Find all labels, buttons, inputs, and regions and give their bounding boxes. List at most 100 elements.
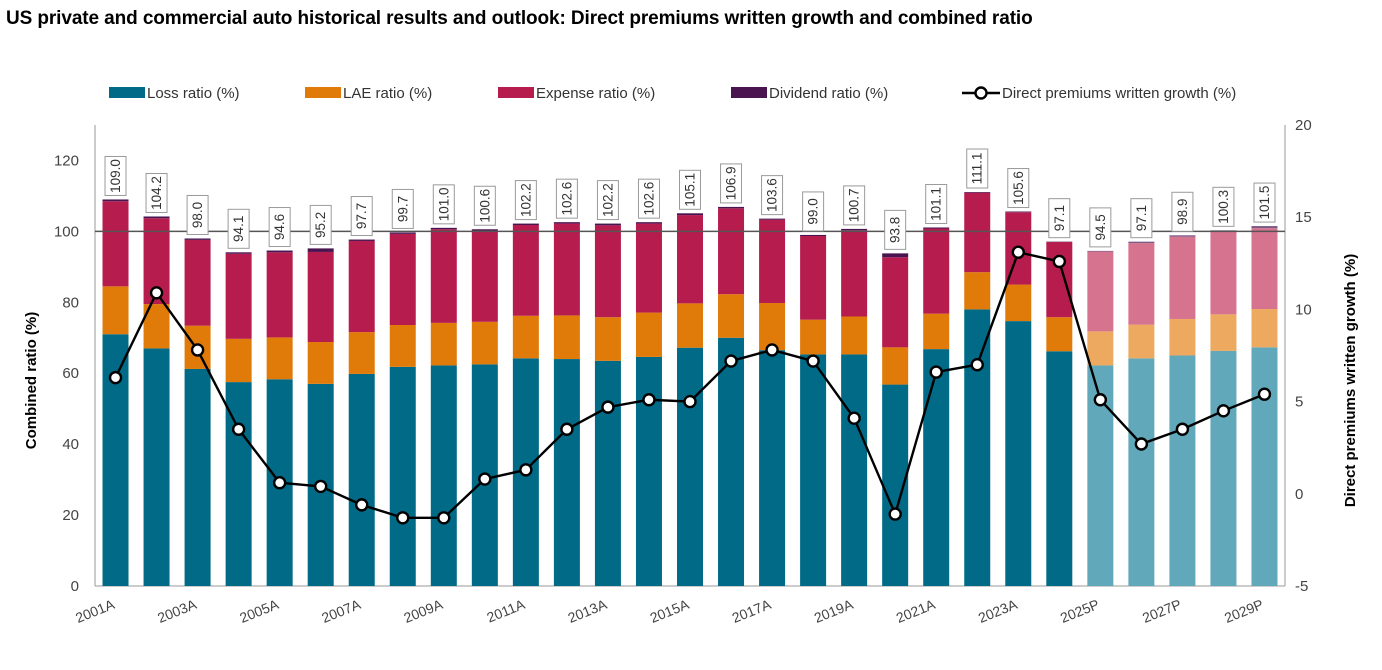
dividend-ratio-bar	[1251, 226, 1278, 229]
y2-tick-label: 10	[1295, 301, 1312, 318]
legend-label-expense: Expense ratio (%)	[536, 85, 655, 102]
x-tick-label: 2009A	[401, 596, 445, 626]
total-label-text: 102.2	[518, 183, 533, 217]
total-label-text: 94.1	[231, 216, 246, 242]
y-tick-label: 0	[71, 578, 79, 595]
total-label-text: 104.2	[149, 176, 164, 210]
x-tick-label: 2019A	[812, 596, 856, 626]
total-label: 94.1	[227, 208, 250, 249]
growth-point	[355, 498, 369, 512]
lae-ratio-bar	[1128, 324, 1155, 359]
total-label-text: 101.0	[436, 187, 451, 221]
total-label: 97.1	[1048, 198, 1071, 239]
dividend-ratio-bar	[841, 228, 868, 231]
total-label-text: 106.9	[724, 167, 739, 201]
lae-ratio-bar	[594, 317, 621, 361]
dividend-ratio-bar	[471, 229, 498, 231]
loss-ratio-bar	[594, 360, 621, 586]
expense-ratio-bar	[841, 230, 868, 317]
growth-point	[313, 479, 328, 494]
expense-ratio-bar	[1169, 236, 1196, 319]
y2-tick-label: -5	[1295, 578, 1308, 595]
lae-ratio-bar	[389, 325, 416, 367]
total-label-text: 98.9	[1175, 199, 1190, 225]
growth-point	[108, 370, 123, 385]
dividend-ratio-bar	[594, 223, 621, 226]
total-label-text: 97.1	[1052, 205, 1067, 231]
lae-ratio-bar	[841, 316, 868, 355]
growth-point	[847, 411, 861, 425]
total-label: 97.7	[350, 196, 373, 237]
dividend-ratio-bar	[1169, 235, 1196, 237]
lae-ratio-bar	[1210, 314, 1237, 351]
legend-swatch-growth-marker	[974, 86, 988, 100]
total-label-box	[555, 178, 578, 219]
growth-point	[437, 511, 451, 525]
total-label-text: 97.1	[1134, 205, 1149, 231]
growth-point	[601, 400, 615, 414]
growth-point	[1257, 387, 1272, 401]
lae-ratio-bar	[800, 319, 827, 355]
dividend-ratio-bar	[923, 227, 950, 229]
dividend-ratio-bar	[389, 232, 416, 234]
total-label-text: 103.6	[765, 178, 780, 212]
lae-ratio-bar	[348, 332, 375, 374]
loss-ratio-bar	[718, 337, 745, 586]
total-label-box	[843, 185, 866, 226]
growth-point	[519, 463, 533, 477]
y-tick-label: 60	[62, 365, 79, 382]
expense-ratio-bar	[718, 208, 745, 295]
loss-ratio-bar	[841, 354, 868, 586]
legend-swatch-dividend	[731, 87, 767, 98]
expense-ratio-bar	[594, 225, 621, 318]
lae-ratio-bar	[759, 303, 786, 351]
dividend-ratio-bar	[1087, 250, 1114, 252]
total-label-text: 101.1	[929, 187, 944, 221]
total-label: 101.5	[1253, 182, 1276, 223]
dividend-ratio-bar	[635, 222, 662, 224]
lae-ratio-bar	[1046, 317, 1073, 352]
y-tick-label: 80	[62, 294, 79, 311]
loss-ratio-bar	[923, 349, 950, 586]
dividend-ratio-bar	[1005, 211, 1032, 213]
growth-point	[765, 343, 779, 357]
growth-point	[478, 472, 492, 486]
expense-ratio-bar	[102, 201, 129, 287]
dividend-ratio-bar	[800, 234, 827, 236]
expense-ratio-bar	[635, 223, 662, 313]
total-label-box	[391, 188, 414, 229]
lae-ratio-bar	[1169, 318, 1196, 356]
growth-point	[272, 476, 287, 490]
total-label-text: 101.5	[1257, 186, 1272, 220]
loss-ratio-bar	[1210, 350, 1237, 586]
total-label: 94.6	[268, 207, 291, 248]
legend-label-lae: LAE ratio (%)	[343, 85, 432, 102]
expense-ratio-bar	[1210, 231, 1237, 315]
total-label-box	[514, 180, 537, 221]
y-tick-label: 40	[62, 436, 79, 453]
total-label-box	[186, 194, 209, 235]
expense-ratio-bar	[923, 228, 950, 314]
loss-ratio-bar	[635, 356, 662, 586]
dividend-ratio-bar	[307, 248, 334, 252]
y2-axis-title: Direct premiums written growth (%)	[1342, 254, 1359, 507]
lae-ratio-bar	[635, 312, 662, 357]
total-label-box	[925, 183, 948, 224]
total-label-box	[637, 178, 660, 219]
loss-ratio-bar	[677, 347, 703, 586]
total-label: 111.1	[966, 148, 989, 189]
total-label: 98.0	[186, 194, 209, 235]
x-tick-label: 2021A	[894, 596, 938, 626]
total-label: 94.5	[1089, 207, 1112, 248]
dividend-ratio-bar	[348, 239, 375, 241]
chart-title: US private and commercial auto historica…	[6, 8, 1033, 29]
total-label-text: 100.6	[477, 189, 492, 223]
total-label-text: 105.1	[683, 173, 698, 207]
x-tick-label: 2013A	[566, 596, 610, 626]
lae-ratio-bar	[882, 347, 909, 385]
lae-ratio-bar	[553, 315, 580, 360]
total-label-box	[1130, 198, 1153, 239]
x-tick-label: 2007A	[319, 596, 363, 626]
growth-point	[190, 343, 205, 357]
x-tick-label: 2027P	[1140, 596, 1184, 626]
